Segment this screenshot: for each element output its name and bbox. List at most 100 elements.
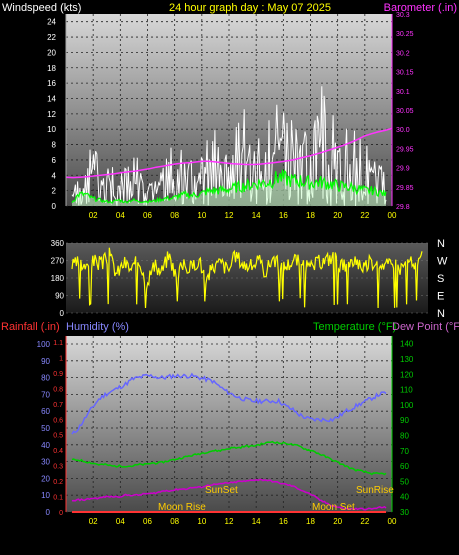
direction-grid bbox=[66, 242, 428, 314]
temperature-tick-label: 100 bbox=[400, 401, 414, 410]
barometer-minor-tick-label: 30.05 bbox=[396, 108, 414, 115]
temp-x-tick-label: 22 bbox=[360, 517, 369, 526]
temperature-tick-label: 30 bbox=[400, 508, 409, 517]
temp-x-tick-label: 10 bbox=[197, 517, 206, 526]
compass-label: W bbox=[437, 256, 448, 268]
wind-y-tick-label: 14 bbox=[47, 94, 56, 103]
wind-x-tick-label: 00 bbox=[388, 211, 397, 220]
rain-tick-label: 0.6 bbox=[53, 417, 63, 424]
wind-y-tick-label: 20 bbox=[47, 48, 56, 57]
compass-label: N bbox=[437, 308, 445, 320]
humidity-line bbox=[71, 372, 387, 435]
barometer-minor-tick-label: 30.15 bbox=[396, 70, 414, 77]
windspeed-gust-line bbox=[71, 86, 387, 207]
sunrise-label: SunRise bbox=[356, 485, 394, 496]
wind-x-tick-label: 06 bbox=[143, 211, 152, 220]
temperature-line bbox=[71, 440, 387, 476]
compass-label: N bbox=[437, 238, 445, 250]
rain-tick-label: 0.8 bbox=[53, 386, 63, 393]
wind-x-tick-label: 22 bbox=[360, 211, 369, 220]
dewpoint-axis-title: Dew Point (°F) bbox=[392, 321, 459, 333]
humidity-tick-label: 40 bbox=[41, 441, 50, 450]
temp-x-tick-label: 16 bbox=[279, 517, 288, 526]
temp-axes: 02 04 06 08 10 12 14 16 18 20 22 000102030405060708… bbox=[37, 336, 414, 526]
rain-tick-label: 0.3 bbox=[53, 464, 63, 471]
rain-tick-label: 0.2 bbox=[53, 479, 63, 486]
temp-x-tick-label: 18 bbox=[306, 517, 315, 526]
temperature-tick-label: 70 bbox=[400, 447, 409, 456]
barometer-tick-label: 30.2 bbox=[396, 50, 410, 57]
dewpoint-line bbox=[71, 478, 387, 511]
temperature-tick-label: 60 bbox=[400, 462, 409, 471]
rain-tick-label: 0 bbox=[59, 510, 63, 517]
temperature-tick-label: 50 bbox=[400, 477, 409, 486]
chart-title: 24 hour graph day : May 07 2025 bbox=[169, 2, 331, 14]
humidity-tick-label: 20 bbox=[41, 474, 50, 483]
temp-x-tick-label: 02 bbox=[89, 517, 98, 526]
moonset-label: Moon Set bbox=[312, 502, 355, 513]
wind-x-tick-label: 04 bbox=[116, 211, 125, 220]
humidity-tick-label: 10 bbox=[41, 491, 50, 500]
wind-y-tick-label: 8 bbox=[52, 141, 57, 150]
temperature-tick-label: 80 bbox=[400, 431, 409, 440]
wind-average-fill bbox=[72, 169, 386, 206]
rain-tick-label: 0.5 bbox=[53, 433, 63, 440]
wind-average-line bbox=[71, 169, 387, 204]
direction-tick-label: 270 bbox=[51, 257, 65, 266]
rain-tick-label: 0.9 bbox=[53, 371, 63, 378]
wind-y-tick-label: 6 bbox=[52, 156, 57, 165]
temp-x-tick-label: 20 bbox=[333, 517, 342, 526]
humidity-tick-label: 100 bbox=[37, 340, 51, 349]
wind-x-tick-label: 20 bbox=[333, 211, 342, 220]
wind-y-tick-label: 10 bbox=[47, 125, 56, 134]
wind-y-tick-label: 0 bbox=[52, 202, 57, 211]
wind-axes: 02 04 06 08 10 12 14 16 18 20 22 000246810121416182… bbox=[47, 12, 414, 220]
wind-x-tick-label: 12 bbox=[225, 211, 234, 220]
rain-tick-label: 1.1 bbox=[53, 340, 63, 347]
barometer-minor-tick-label: 29.85 bbox=[396, 185, 414, 192]
temperature-tick-label: 90 bbox=[400, 416, 409, 425]
direction-tick-label: 180 bbox=[51, 274, 65, 283]
temperature-tick-label: 140 bbox=[400, 340, 414, 349]
temp-x-tick-label: 14 bbox=[252, 517, 261, 526]
wind-x-tick-label: 16 bbox=[279, 211, 288, 220]
moonrise-label: Moon Rise bbox=[158, 502, 206, 513]
barometer-tick-label: 29.8 bbox=[396, 204, 410, 211]
temperature-tick-label: 40 bbox=[400, 493, 409, 502]
wind-y-tick-label: 12 bbox=[47, 110, 56, 119]
temperature-tick-label: 110 bbox=[400, 386, 413, 395]
humidity-tick-label: 0 bbox=[46, 508, 51, 517]
wind-x-tick-label: 18 bbox=[306, 211, 315, 220]
barometer-axis-title: Barometer (.in) bbox=[384, 2, 457, 14]
wind-direction-line bbox=[71, 247, 423, 309]
direction-tick-label: 0 bbox=[60, 309, 65, 318]
rain-tick-label: 0.7 bbox=[53, 402, 63, 409]
direction-tick-label: 90 bbox=[55, 292, 64, 301]
temperature-tick-label: 120 bbox=[400, 370, 414, 379]
barometer-minor-tick-label: 30.25 bbox=[396, 31, 414, 38]
barometer-tick-label: 30.3 bbox=[396, 12, 410, 19]
wind-y-tick-label: 22 bbox=[47, 33, 56, 42]
compass-label: E bbox=[437, 291, 444, 303]
wind-data bbox=[65, 86, 393, 207]
temp-x-tick-label: 06 bbox=[143, 517, 152, 526]
temp-x-tick-label: 00 bbox=[388, 517, 397, 526]
direction-data bbox=[71, 247, 423, 309]
humidity-axis-title: Humidity (%) bbox=[66, 321, 129, 333]
wind-x-tick-label: 10 bbox=[197, 211, 206, 220]
rain-tick-label: 0.4 bbox=[53, 448, 63, 455]
wind-y-tick-label: 18 bbox=[47, 64, 56, 73]
rain-axis-title: Rainfall (.in) bbox=[1, 321, 60, 333]
compass-label: S bbox=[437, 273, 444, 285]
windspeed-axis-title: Windspeed (kts) bbox=[2, 2, 81, 14]
rain-tick-label: 1 bbox=[59, 355, 63, 362]
rain-tick-label: 0.1 bbox=[53, 495, 63, 502]
temp-data bbox=[71, 372, 387, 513]
barometer-tick-label: 30.1 bbox=[396, 89, 410, 96]
wind-x-tick-label: 08 bbox=[170, 211, 179, 220]
barometer-line bbox=[65, 127, 393, 179]
humidity-tick-label: 50 bbox=[41, 424, 50, 433]
